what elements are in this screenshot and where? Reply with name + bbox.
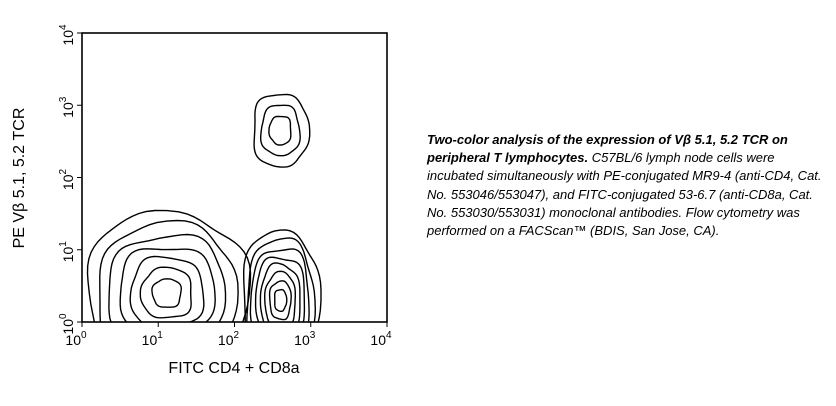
x-tick-exponent: 3 xyxy=(310,330,316,341)
contour-line xyxy=(268,280,292,321)
caption-title: Two-color analysis of the expression of … xyxy=(427,132,788,166)
contour-line xyxy=(99,219,239,322)
y-tick-exponent: 1 xyxy=(58,241,69,247)
x-tick-label: 103 xyxy=(294,330,316,348)
contour-line xyxy=(268,115,292,146)
caption-body: C57BL/6 lymph node cells were incubated … xyxy=(427,150,822,239)
contour-line xyxy=(254,256,306,322)
contour-line xyxy=(86,209,252,322)
contour-line xyxy=(119,248,216,322)
contour-line xyxy=(108,233,227,322)
contour-line xyxy=(243,229,322,322)
y-tick-exponent: 0 xyxy=(58,313,69,319)
y-tick-label: 102 xyxy=(58,168,76,190)
y-tick-exponent: 2 xyxy=(58,168,69,174)
contour-line xyxy=(151,278,183,308)
y-tick-label: 100 xyxy=(58,313,76,335)
plot-frame xyxy=(81,32,388,323)
x-tick-label: 104 xyxy=(370,330,392,348)
y-tick-label: 101 xyxy=(58,241,76,263)
contour-line xyxy=(129,255,205,322)
contour-line xyxy=(249,248,310,322)
contour-line xyxy=(260,104,301,157)
x-tick-exponent: 4 xyxy=(386,330,392,341)
y-axis-label: PE Vβ 5.1, 5.2 TCR xyxy=(11,108,28,249)
x-tick-label: 101 xyxy=(142,330,164,348)
y-tick-exponent: 3 xyxy=(58,96,69,102)
x-axis-label: FITC CD4 + CD8a xyxy=(168,360,299,377)
contour-line xyxy=(253,93,311,168)
y-tick-label: 104 xyxy=(58,24,76,46)
contour-line xyxy=(246,237,317,322)
contour-line xyxy=(139,266,192,319)
x-tick-exponent: 2 xyxy=(234,330,240,341)
figure-caption: Two-color analysis of the expression of … xyxy=(427,131,827,240)
contour-line xyxy=(259,262,301,322)
y-tick-label: 103 xyxy=(58,96,76,118)
x-tick-exponent: 1 xyxy=(157,330,163,341)
x-tick-exponent: 0 xyxy=(81,330,87,341)
y-tick-exponent: 4 xyxy=(58,24,69,30)
contour-line xyxy=(263,270,296,322)
x-tick-label: 102 xyxy=(218,330,240,348)
contour-line xyxy=(274,288,288,312)
